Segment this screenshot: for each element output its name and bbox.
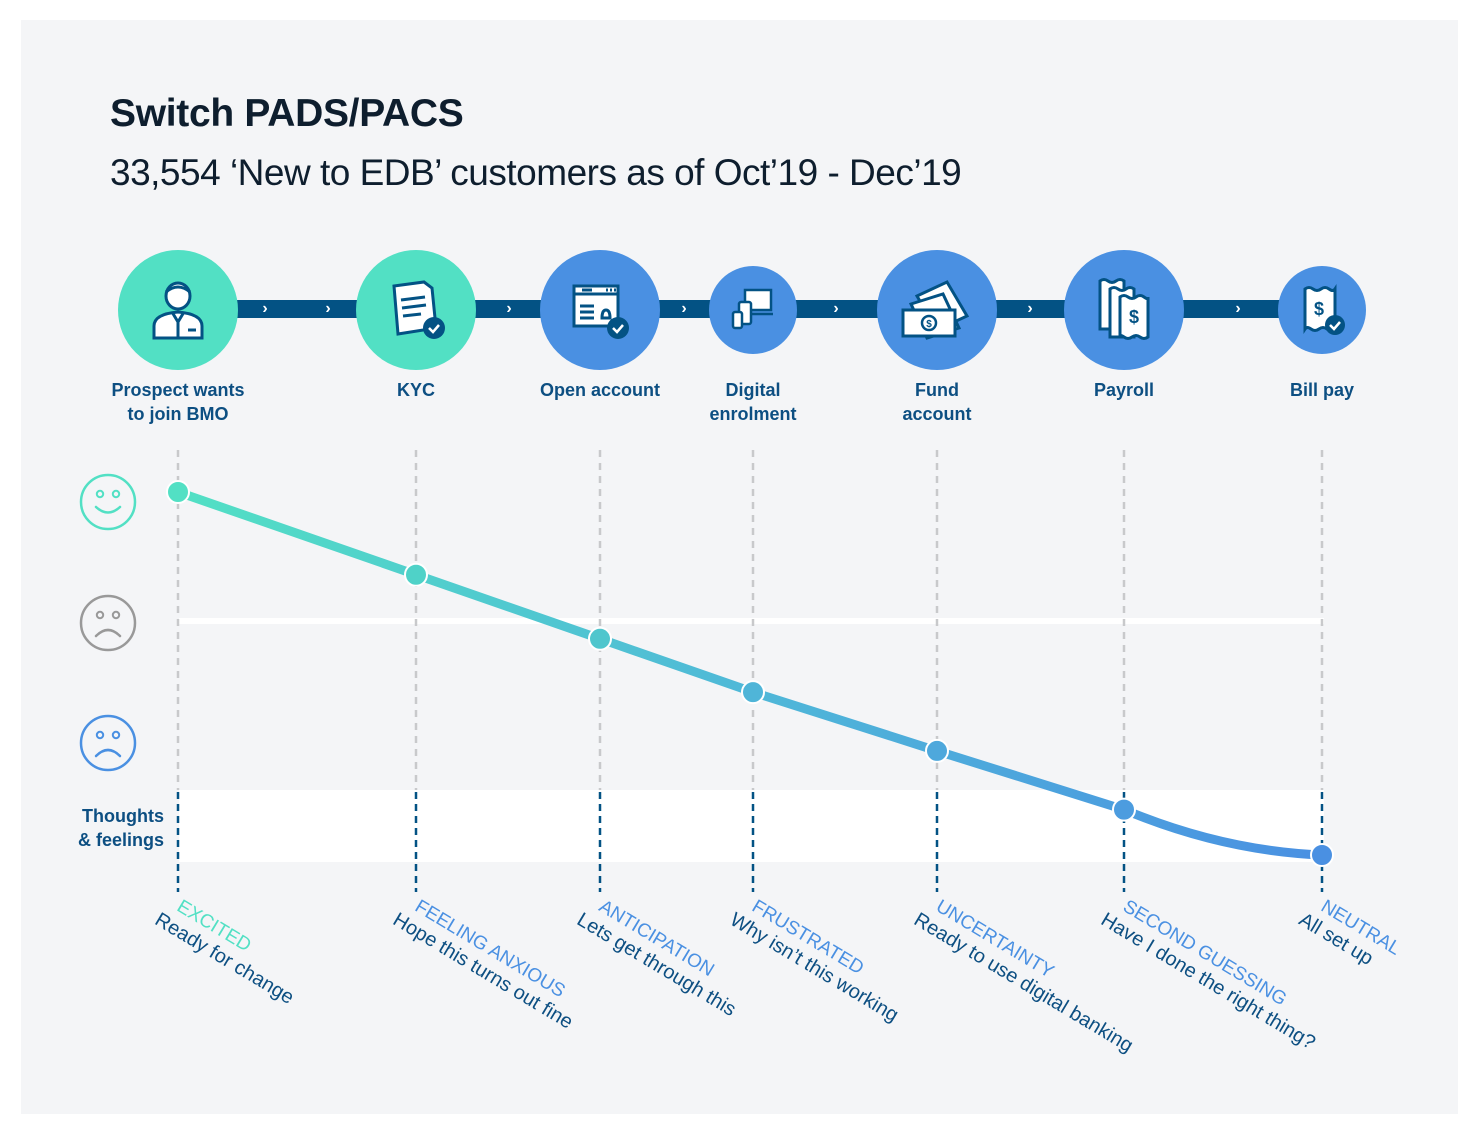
step-label-line1: Payroll (1093, 380, 1155, 400)
step-6-label: Payroll (1034, 378, 1214, 402)
thoughts-feelings-label: Thoughts & feelings (60, 804, 164, 852)
neutral-sad-face-icon (79, 594, 137, 652)
step-1-label: Prospect wants to join BMO (88, 378, 268, 426)
step-3-circle (540, 250, 660, 370)
emotion-point (588, 626, 612, 651)
chevron-right-icon: › (1027, 300, 1033, 317)
chevron-right-icon: › (325, 300, 331, 317)
page-title: Switch PADS/PACS (110, 92, 464, 135)
thoughts-label-line2: & feelings (77, 830, 164, 850)
step-label-line1: Bill pay (1289, 380, 1355, 400)
step-4-label: Digital enrolment (663, 378, 843, 426)
emotion-point (1310, 843, 1334, 867)
step-label-line2: enrolment (709, 404, 797, 424)
document-check-icon (384, 278, 448, 342)
step-label-line2: account (902, 404, 972, 424)
emotion-point (925, 738, 949, 763)
happy-face-icon (79, 473, 137, 531)
step-4-circle (709, 266, 797, 354)
emotion-point (166, 480, 190, 504)
chevron-right-icon: › (506, 300, 512, 317)
step-7-label: Bill pay (1232, 378, 1412, 402)
step-label-line1: Digital (725, 380, 781, 400)
emotion-point (404, 562, 428, 587)
step-label-line1: KYC (396, 380, 435, 400)
receipt-check-icon: $ (1297, 283, 1347, 337)
receipts-icon: $ (1092, 275, 1156, 345)
browser-profile-check-icon (568, 278, 632, 342)
emotion-point (1112, 797, 1136, 822)
emotion-point (741, 680, 765, 705)
person-icon (148, 278, 208, 342)
svg-text:$: $ (926, 319, 932, 330)
step-1-circle (118, 250, 238, 370)
step-label-line2: to join BMO (127, 404, 229, 424)
neutral-band (179, 618, 1324, 624)
step-5-label: Fund account (847, 378, 1027, 426)
step-label-line1: Fund (915, 380, 959, 400)
money-bills-icon: $ (897, 278, 977, 342)
devices-icon (729, 286, 777, 334)
step-2-circle (356, 250, 476, 370)
step-5-circle: $ (877, 250, 997, 370)
svg-text:$: $ (1129, 307, 1139, 327)
step-6-circle: $ (1064, 250, 1184, 370)
svg-text:$: $ (1314, 299, 1324, 319)
step-2-label: KYC (326, 378, 506, 402)
chevron-right-icon: › (262, 300, 268, 317)
step-3-label: Open account (510, 378, 690, 402)
thoughts-label-line1: Thoughts (82, 806, 164, 826)
chevron-right-icon: › (833, 300, 839, 317)
step-label-line1: Prospect wants (111, 380, 245, 400)
step-label-line1: Open account (539, 380, 660, 400)
chevron-right-icon: › (1235, 300, 1241, 317)
page-subtitle: 33,554 ‘New to EDB’ customers as of Oct’… (110, 152, 962, 193)
step-7-circle: $ (1278, 266, 1366, 354)
sad-face-icon (79, 714, 137, 772)
infographic-card (21, 20, 1458, 1114)
emotion-line (173, 487, 1327, 860)
chevron-right-icon: › (681, 300, 687, 317)
